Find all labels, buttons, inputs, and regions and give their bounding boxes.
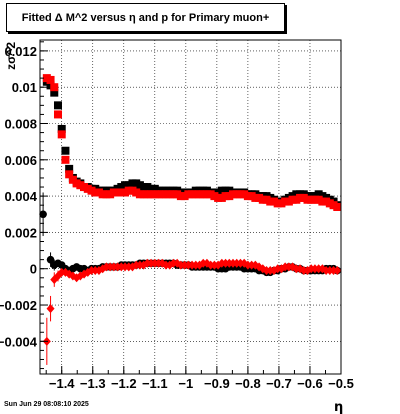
data-point	[53, 110, 62, 119]
y-tick-label: −0.002	[0, 298, 37, 313]
series-1	[42, 74, 342, 211]
data-point	[65, 170, 74, 179]
data-point	[46, 255, 55, 264]
axes: −1.4 −1.3 −1.2 −1.1 −1 −0.9 −0.8 −0.7 −0.6 −0.5 −0…	[0, 41, 354, 391]
x-axis-label: η	[334, 400, 343, 414]
x-tick-label: −0.5	[328, 376, 354, 391]
x-tick-label: −1.4	[49, 376, 75, 391]
y-tick-label: 0.012	[4, 44, 37, 59]
data-point	[333, 266, 342, 276]
plot-frame	[39, 39, 342, 375]
data-point	[57, 124, 66, 133]
x-tick-label: −1	[178, 376, 193, 391]
series-3	[42, 258, 342, 365]
y-tick-label: −0.004	[0, 334, 38, 349]
timestamp: Sun Jun 29 08:08:10 2025	[4, 401, 89, 408]
x-tick-label: −1.2	[111, 376, 137, 391]
data-point	[57, 130, 66, 139]
data-series	[39, 74, 342, 365]
x-tick-label: −0.7	[266, 376, 292, 391]
y-tick-label: 0.004	[4, 189, 37, 204]
x-tick-label: −0.8	[235, 376, 261, 391]
y-tick-label: 0	[30, 262, 37, 277]
x-tick-label: −0.6	[297, 376, 323, 391]
y-tick-label: 0.01	[12, 80, 37, 95]
data-point	[53, 101, 62, 110]
data-point	[333, 203, 342, 211]
data-point	[46, 75, 55, 84]
data-point	[50, 83, 59, 92]
data-point	[61, 155, 70, 164]
chart-title: Fitted Δ M^2 versus η and p for Primary …	[6, 3, 285, 32]
data-point	[61, 146, 70, 155]
y-axis-label: zσ^2	[4, 42, 18, 70]
x-tick-label: −1.3	[80, 376, 106, 391]
grid-lines	[40, 40, 342, 374]
y-tick-label: 0.006	[4, 153, 37, 168]
y-tick-label: 0.002	[4, 225, 37, 240]
x-tick-label: −0.9	[204, 376, 230, 391]
data-point	[50, 88, 59, 97]
y-tick-label: 0.008	[4, 117, 37, 132]
data-point	[46, 304, 55, 314]
data-point	[65, 164, 74, 173]
x-tick-label: −1.1	[142, 376, 168, 391]
